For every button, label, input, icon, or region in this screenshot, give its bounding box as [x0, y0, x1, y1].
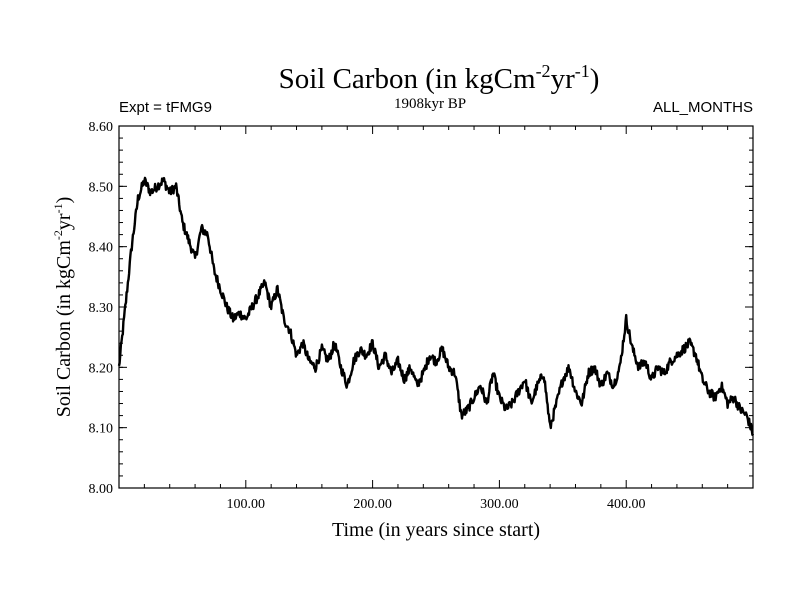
x-tick-label: 200.00 — [353, 497, 392, 512]
x-tick-label: 400.00 — [607, 497, 646, 512]
x-axis-label: Time (in years since start) — [332, 519, 540, 541]
y-tick-label: 8.10 — [89, 422, 114, 437]
plot-frame — [118, 125, 754, 489]
y-tick-label: 8.40 — [89, 241, 114, 256]
x-axis: 100.00 200.00 300.00 400.00 — [143, 126, 729, 512]
y-tick-label: 8.20 — [89, 361, 114, 376]
chart-title: Soil Carbon (in kgCm-2yr-1) — [279, 61, 600, 95]
y-tick-label: 8.00 — [89, 482, 114, 497]
x-tick-label: 100.00 — [227, 497, 266, 512]
subtitle-left: Expt = tFMG9 — [119, 99, 212, 116]
y-tick-label: 8.60 — [89, 120, 114, 135]
series-line-soil-carbon — [117, 176, 755, 436]
y-axis: 8.00 8.10 8.20 8.30 8.40 8.50 8.60 — [89, 120, 753, 497]
x-tick-label: 300.00 — [480, 497, 519, 512]
y-tick-label: 8.30 — [89, 301, 114, 316]
subtitle-center: 1908kyr BP — [394, 96, 466, 112]
y-axis-label: Soil Carbon (in kgCm-2yr-1) — [51, 197, 75, 418]
subtitle-right: ALL_MONTHS — [653, 99, 753, 116]
y-tick-label: 8.50 — [89, 180, 114, 195]
